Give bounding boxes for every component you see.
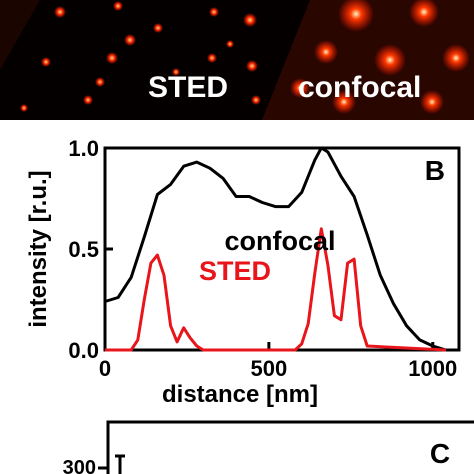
fluorescence-spot xyxy=(246,60,258,72)
y-tick-label: 0.5 xyxy=(68,237,99,262)
series-line-sted xyxy=(105,227,446,352)
fluorescence-spot xyxy=(251,95,261,105)
x-axis-label: distance [nm] xyxy=(162,381,318,408)
fluorescence-spot xyxy=(442,44,470,72)
fluorescence-spot xyxy=(409,0,439,27)
x-tick-label: 1000 xyxy=(408,356,457,381)
panel-label-c: C xyxy=(430,438,450,469)
fluorescence-spot xyxy=(153,23,163,33)
sted-edge-region xyxy=(0,0,40,70)
y-axis-label: intensity [r.u.] xyxy=(25,170,52,327)
panel-c-frame xyxy=(106,420,474,474)
micrograph-panel: STED confocal xyxy=(0,0,474,120)
panel-c-ytick-label: 300 xyxy=(63,457,96,474)
fluorescence-spot xyxy=(374,44,406,76)
panel-c: 300 C xyxy=(63,420,474,474)
fluorescence-spot xyxy=(420,90,444,114)
series-line-confocal xyxy=(104,146,447,352)
fluorescence-spot xyxy=(209,7,219,17)
fluorescence-spot xyxy=(41,57,51,67)
fluorescence-spot xyxy=(54,6,66,18)
fluorescence-spot xyxy=(83,95,93,105)
line-chart-b: 0 500 1000 0.0 0.5 1.0 B confocal STED distan… xyxy=(25,136,461,408)
axis-ticks: 0 500 1000 0.0 0.5 1.0 xyxy=(68,136,457,381)
legend-sted: STED xyxy=(199,256,271,286)
panel-label-b: B xyxy=(425,155,445,186)
fluorescence-spot xyxy=(95,77,105,87)
fluorescence-spot xyxy=(207,53,217,63)
x-tick-label: 0 xyxy=(99,356,111,381)
fluorescence-spot xyxy=(20,104,28,112)
fluorescence-spot xyxy=(124,34,136,46)
y-tick-label: 1.0 xyxy=(68,136,99,161)
legend-confocal: confocal xyxy=(224,226,335,256)
fluorescence-spot xyxy=(243,13,257,27)
fluorescence-spots xyxy=(20,0,470,114)
fluorescence-spot xyxy=(332,90,356,114)
fluorescence-spot xyxy=(113,1,123,11)
fluorescence-spot xyxy=(226,40,234,48)
y-tick-label: 0.0 xyxy=(68,338,99,363)
fluorescence-spot xyxy=(338,0,374,32)
fluorescence-spot xyxy=(172,68,180,76)
confocal-image-label: confocal xyxy=(298,71,421,104)
fluorescence-spot xyxy=(314,40,338,64)
fluorescence-spot xyxy=(290,78,310,98)
series-lines xyxy=(104,146,447,352)
fluorescence-spot xyxy=(106,52,118,64)
x-tick-label: 500 xyxy=(251,356,288,381)
confocal-region xyxy=(262,0,474,120)
sted-image-label: STED xyxy=(148,71,228,104)
